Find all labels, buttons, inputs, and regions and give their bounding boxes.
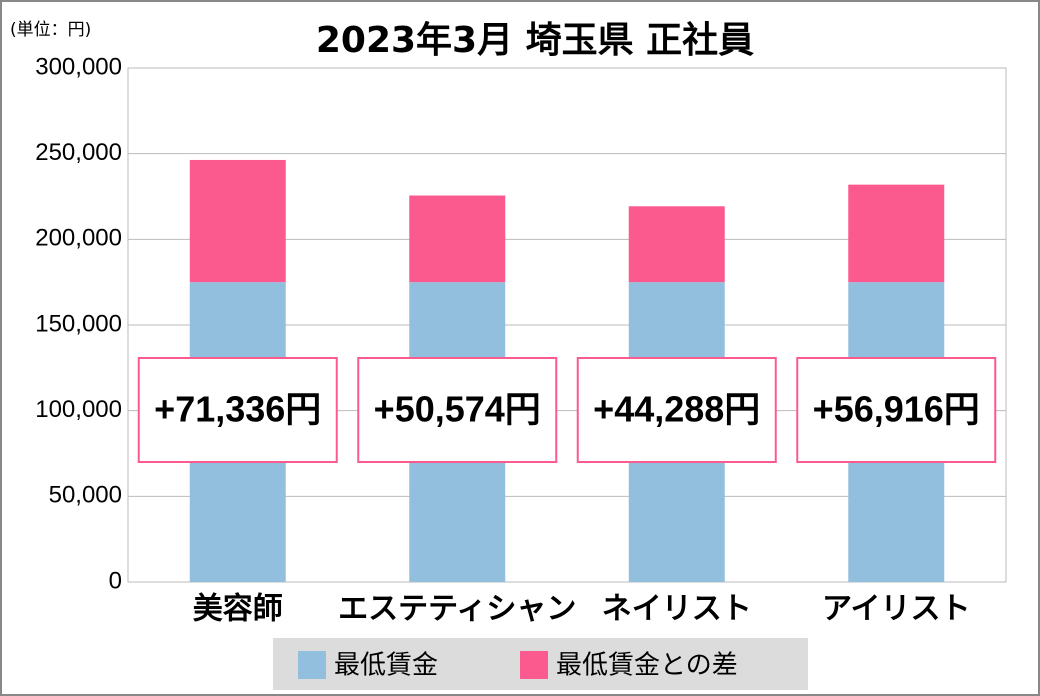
y-tick-label: 0 [109,567,122,594]
legend-label: 最低賃金 [334,651,438,681]
value-label: +56,916円 [813,389,980,430]
legend-swatch [298,651,326,679]
value-label-box [576,357,777,463]
value-label-box [137,357,338,463]
chart-title: 2023年3月 埼玉県 正社員 [316,20,754,61]
legend-swatch [520,651,548,679]
legend-label: 最低賃金との差 [556,651,738,681]
value-label: +50,574円 [374,389,541,430]
value-label: +71,336円 [154,389,321,430]
y-tick-label: 200,000 [35,225,122,252]
x-tick-label: 美容師 [193,592,283,627]
value-label-box [357,357,558,463]
bar-segment [848,184,945,283]
bar-segment [409,195,506,283]
x-tick-label: アイリスト [822,592,971,627]
y-tick-label: 150,000 [35,310,122,337]
y-tick-label: 100,000 [35,396,122,423]
y-tick-label: 300,000 [35,53,122,80]
bar-segment [189,159,286,283]
value-label-box [796,357,997,463]
y-tick-label: 250,000 [35,139,122,166]
value-label: +44,288円 [593,389,760,430]
x-tick-label: エステティシャン [338,592,576,627]
y-tick-label: 50,000 [49,482,122,509]
bar-segment [628,206,725,283]
unit-label: (単位：円) [10,20,91,40]
x-tick-label: ネイリスト [602,592,752,627]
